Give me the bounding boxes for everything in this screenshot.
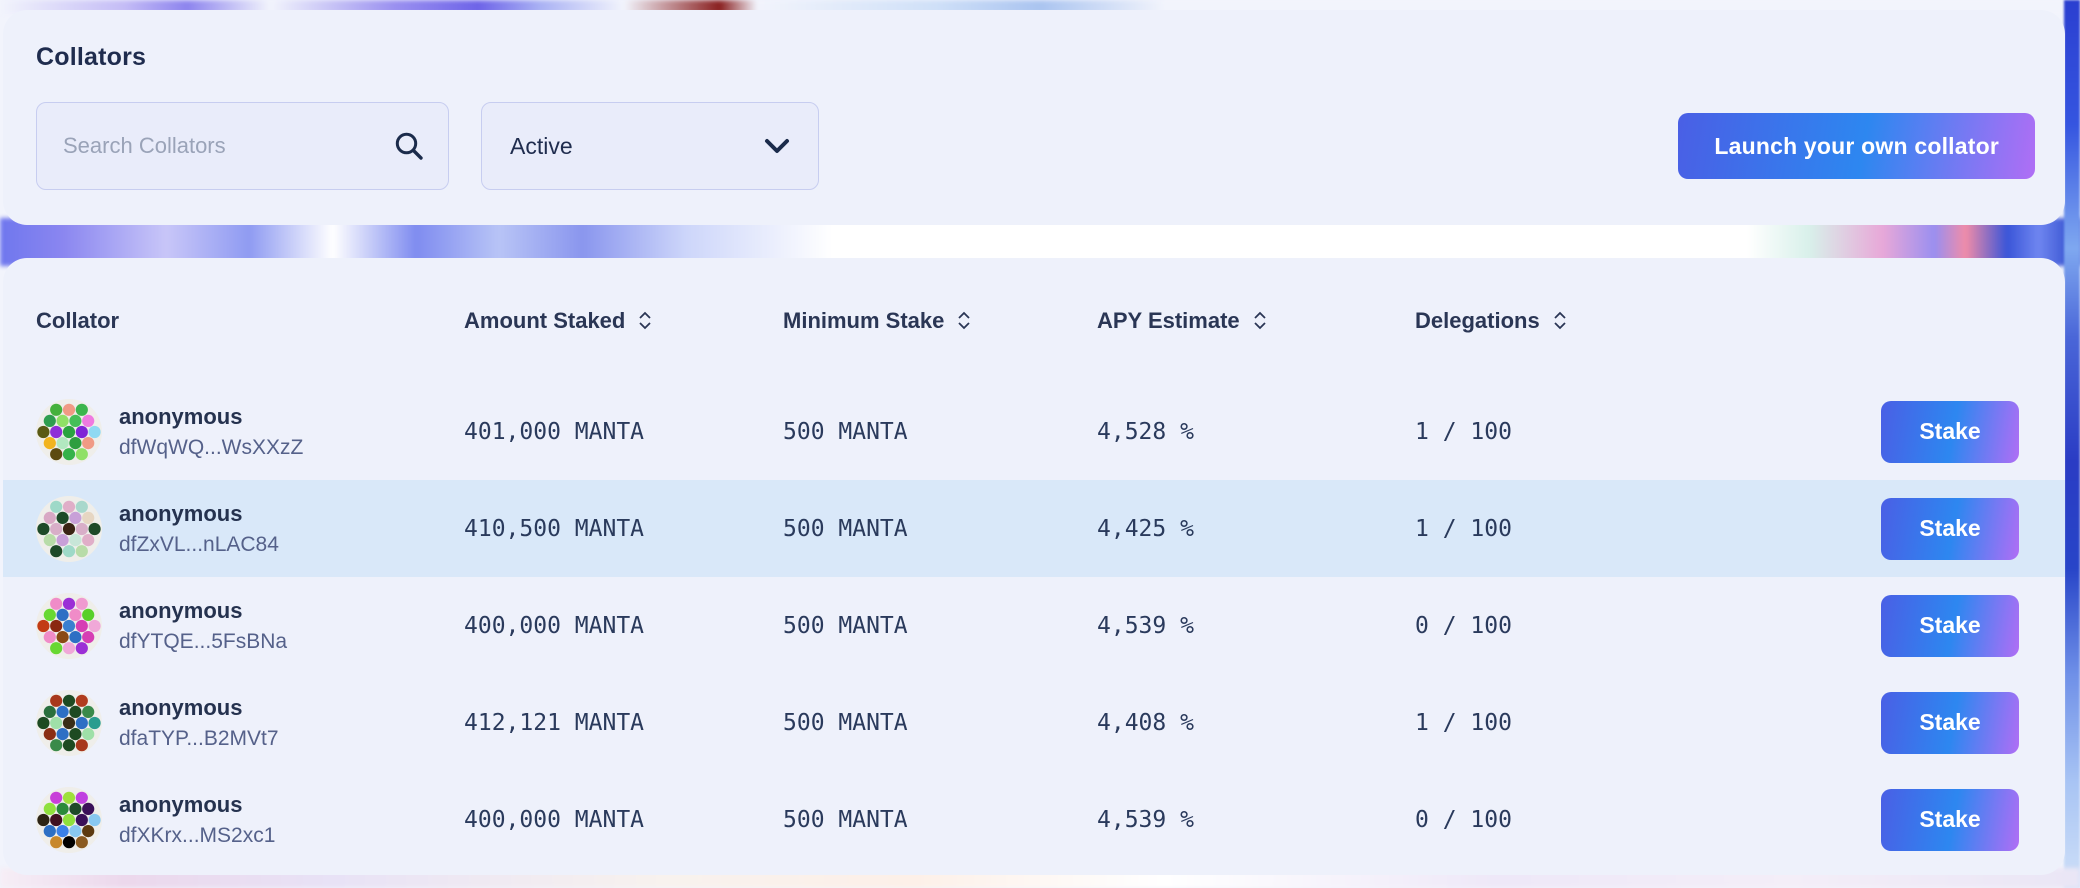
table-row: anonymous dfYTQE...5FsBNa 400,000 MANTA …	[3, 577, 2065, 674]
minimum-stake-value: 500 MANTA	[783, 806, 908, 833]
minimum-stake-value: 500 MANTA	[783, 418, 908, 445]
column-header-apy-estimate[interactable]: APY Estimate	[1097, 308, 1415, 334]
collator-cell: anonymous dfXKrx...MS2xc1	[36, 786, 464, 853]
apy-estimate-value: 4,425 %	[1097, 515, 1194, 542]
column-header-label: Delegations	[1415, 307, 1540, 333]
collator-identicon-avatar	[36, 398, 102, 465]
minimum-stake-value: 500 MANTA	[783, 612, 908, 639]
minimum-stake-value: 500 MANTA	[783, 515, 908, 542]
collator-cell: anonymous dfaTYP...B2MVt7	[36, 689, 464, 756]
delegations-value: 1 / 100	[1415, 709, 1512, 736]
stake-button[interactable]: Stake	[1881, 788, 2019, 851]
table-row: anonymous dfZxVL...nLAC84 410,500 MANTA …	[3, 480, 2065, 577]
apy-estimate-value: 4,539 %	[1097, 806, 1194, 833]
amount-staked-value: 401,000 MANTA	[464, 418, 645, 445]
status-filter-value: Active	[510, 132, 573, 159]
collator-name: anonymous	[119, 500, 243, 526]
collator-cell: anonymous dfYTQE...5FsBNa	[36, 592, 464, 659]
minimum-stake-value: 500 MANTA	[783, 709, 908, 736]
stake-button[interactable]: Stake	[1881, 691, 2019, 754]
column-header-label: Amount Staked	[464, 307, 626, 333]
collator-name: anonymous	[119, 791, 243, 817]
collator-identity: anonymous dfWqWQ...WsXXzZ	[119, 403, 303, 461]
status-filter-dropdown[interactable]: Active	[481, 102, 819, 190]
column-header-delegations[interactable]: Delegations	[1415, 308, 1881, 334]
collator-identity: anonymous dfYTQE...5FsBNa	[119, 597, 287, 655]
collator-address: dfaTYP...B2MVt7	[119, 726, 279, 750]
collator-name: anonymous	[119, 694, 243, 720]
apy-estimate-value: 4,408 %	[1097, 709, 1194, 736]
collator-cell: anonymous dfWqWQ...WsXXzZ	[36, 398, 464, 465]
column-header-amount-staked[interactable]: Amount Staked	[464, 308, 783, 334]
collator-name: anonymous	[119, 403, 243, 429]
collator-address: dfWqWQ...WsXXzZ	[119, 435, 304, 459]
column-header-label: APY Estimate	[1097, 307, 1240, 333]
delegations-value: 1 / 100	[1415, 418, 1512, 445]
collator-identity: anonymous dfXKrx...MS2xc1	[119, 791, 275, 849]
amount-staked-value: 400,000 MANTA	[464, 806, 645, 833]
page-title: Collators	[36, 43, 147, 71]
background-artwork-right	[2064, 0, 2080, 888]
apy-estimate-value: 4,528 %	[1097, 418, 1194, 445]
column-header-label: Collator	[36, 307, 120, 333]
table-row: anonymous dfWqWQ...WsXXzZ 401,000 MANTA …	[3, 383, 2065, 480]
delegations-value: 1 / 100	[1415, 515, 1512, 542]
apy-estimate-value: 4,539 %	[1097, 612, 1194, 639]
table-body: anonymous dfWqWQ...WsXXzZ 401,000 MANTA …	[3, 383, 2065, 868]
delegations-value: 0 / 100	[1415, 806, 1512, 833]
collator-identicon-avatar	[36, 786, 102, 853]
table-header-row: Collator Amount Staked Minimum Stake APY Es…	[3, 258, 2065, 383]
launch-collator-button[interactable]: Launch your own collator	[1678, 113, 2035, 179]
collator-address: dfYTQE...5FsBNa	[119, 629, 288, 653]
collator-identicon-avatar	[36, 592, 102, 659]
stake-button[interactable]: Stake	[1881, 594, 2019, 657]
amount-staked-value: 412,121 MANTA	[464, 709, 645, 736]
stake-button[interactable]: Stake	[1881, 497, 2019, 560]
amount-staked-value: 400,000 MANTA	[464, 612, 645, 639]
collator-identity: anonymous dfaTYP...B2MVt7	[119, 694, 279, 752]
chevron-down-icon	[764, 138, 790, 154]
search-icon[interactable]	[393, 130, 425, 162]
sort-updown-icon[interactable]	[1252, 310, 1268, 331]
controls-row: Active Launch your own collator	[36, 102, 2035, 190]
amount-staked-value: 410,500 MANTA	[464, 515, 645, 542]
stake-button[interactable]: Stake	[1881, 400, 2019, 463]
collators-header-panel: Collators Active Launc	[3, 10, 2065, 225]
collator-address: dfZxVL...nLAC84	[119, 532, 279, 556]
sort-updown-icon[interactable]	[956, 310, 972, 331]
collator-cell: anonymous dfZxVL...nLAC84	[36, 495, 464, 562]
collator-identicon-avatar	[36, 689, 102, 756]
collator-address: dfXKrx...MS2xc1	[119, 823, 276, 847]
column-header-minimum-stake[interactable]: Minimum Stake	[783, 308, 1097, 334]
delegations-value: 0 / 100	[1415, 612, 1512, 639]
column-header-collator: Collator	[36, 308, 464, 334]
sort-updown-icon[interactable]	[1552, 310, 1568, 331]
search-box	[36, 102, 449, 190]
collators-table-panel: Collator Amount Staked Minimum Stake APY Es…	[3, 258, 2065, 875]
collator-identity: anonymous dfZxVL...nLAC84	[119, 500, 279, 558]
sort-updown-icon[interactable]	[637, 310, 653, 331]
collator-name: anonymous	[119, 597, 243, 623]
collator-identicon-avatar	[36, 495, 102, 562]
table-row: anonymous dfaTYP...B2MVt7 412,121 MANTA …	[3, 674, 2065, 771]
table-row: anonymous dfXKrx...MS2xc1 400,000 MANTA …	[3, 771, 2065, 868]
column-header-label: Minimum Stake	[783, 307, 945, 333]
search-input[interactable]	[36, 102, 449, 190]
